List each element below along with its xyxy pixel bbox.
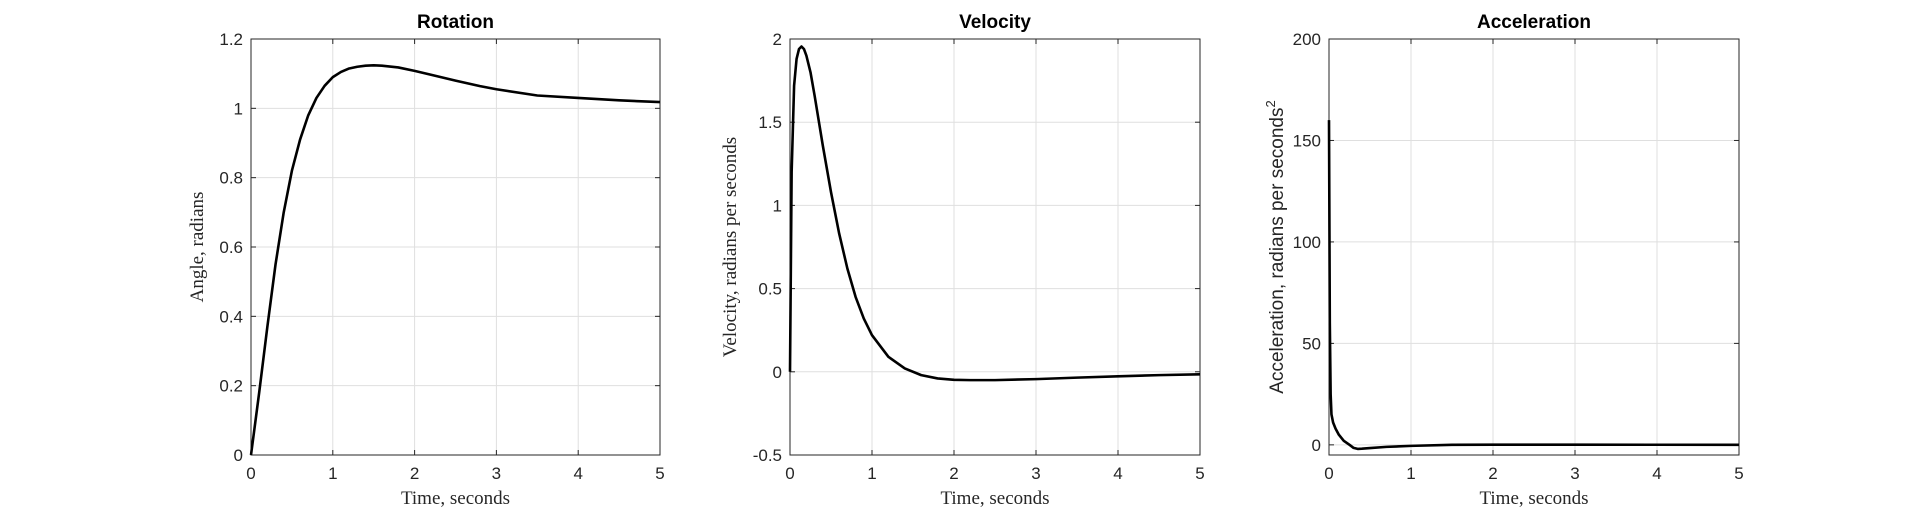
rotation-y-tick-label: 0.4	[219, 307, 243, 326]
acceleration-y-tick-label: 150	[1293, 131, 1321, 150]
velocity-y-tick-label: 2	[773, 30, 782, 49]
acceleration-y-tick-label: 50	[1302, 334, 1321, 353]
acceleration-x-tick-label: 4	[1652, 464, 1661, 483]
velocity-y-tick-label: 1	[773, 196, 782, 215]
acceleration-x-tick-label: 3	[1570, 464, 1579, 483]
rotation-x-tick-label: 0	[246, 464, 255, 483]
rotation-y-tick-label: 0.8	[219, 169, 243, 188]
velocity-x-axis-label: Time, seconds	[940, 488, 1049, 509]
velocity-chart-title: Velocity	[959, 12, 1031, 33]
rotation-x-tick-label: 1	[328, 464, 337, 483]
rotation-y-tick-label: 0.6	[219, 238, 243, 257]
rotation-series-line	[249, 64, 661, 456]
rotation-x-tick-label: 4	[573, 464, 582, 483]
rotation-y-tick-label: 1.2	[219, 30, 243, 49]
rotation-y-axis-label-text: Angle, radians	[187, 192, 208, 303]
velocity-x-tick-label: 3	[1031, 464, 1040, 483]
rotation-chart: 0 1 2 3 4 5 0 0.2 0.4 0.6 0.8 1 1.2 Rotation Time, sec…	[187, 12, 665, 509]
acceleration-x-tick-label: 5	[1734, 464, 1743, 483]
acceleration-y-tick-label: 100	[1293, 233, 1321, 252]
rotation-chart-title: Rotation	[417, 12, 494, 33]
velocity-series-line	[788, 45, 1201, 382]
acceleration-x-tick-label: 2	[1488, 464, 1497, 483]
rotation-x-tick-label: 2	[410, 464, 419, 483]
rotation-y-tick-label: 1	[234, 99, 243, 118]
acceleration-x-axis-label: Time, seconds	[1479, 488, 1588, 509]
velocity-y-tick-label: 0	[773, 363, 782, 382]
velocity-x-tick-label: 0	[785, 464, 794, 483]
acceleration-y-tick-label: 0	[1312, 436, 1321, 455]
velocity-x-tick-label: 5	[1195, 464, 1204, 483]
rotation-y-tick-label: 0	[234, 446, 243, 465]
velocity-y-axis-label: Velocity, radians per seconds	[720, 137, 741, 357]
rotation-y-tick-label: 0.2	[219, 377, 243, 396]
rotation-x-tick-label: 3	[492, 464, 501, 483]
acceleration-y-axis-label-text: Acceleration, radians per seconds	[1267, 108, 1288, 394]
acceleration-y-tick-label: 200	[1293, 30, 1321, 49]
velocity-y-tick-label: 0.5	[758, 280, 782, 299]
acceleration-y-axis-label: Acceleration, radians per seconds2	[1263, 100, 1288, 393]
velocity-y-axis-label-text: Velocity, radians per seconds	[720, 137, 741, 357]
acceleration-x-tick-label: 1	[1406, 464, 1415, 483]
rotation-x-axis-label: Time, seconds	[401, 488, 510, 509]
acceleration-y-axis-label-superscript: 2	[1263, 100, 1278, 107]
rotation-x-tick-label: 5	[655, 464, 664, 483]
velocity-x-tick-label: 4	[1113, 464, 1122, 483]
acceleration-series-line	[1327, 120, 1740, 451]
velocity-y-tick-label: 1.5	[758, 113, 782, 132]
rotation-y-axis-label: Angle, radians	[187, 192, 208, 303]
velocity-x-tick-label: 1	[867, 464, 876, 483]
acceleration-chart-title: Acceleration	[1477, 12, 1591, 33]
velocity-plot-area	[789, 38, 1201, 456]
velocity-x-tick-label: 2	[949, 464, 958, 483]
velocity-y-tick-label: -0.5	[753, 446, 782, 465]
acceleration-plot-area	[1328, 38, 1740, 456]
acceleration-x-tick-label: 0	[1324, 464, 1333, 483]
